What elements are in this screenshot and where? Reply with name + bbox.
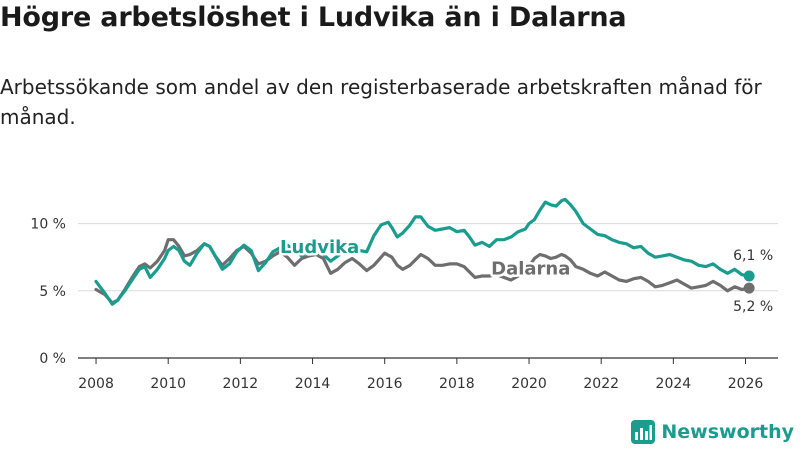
chart-subtitle: Arbetssökande som andel av den registerb… <box>0 75 762 129</box>
x-tick-label: 2024 <box>656 376 692 392</box>
series-line-dalarna <box>94 238 751 305</box>
x-tick-label: 2014 <box>295 376 331 392</box>
x-tick-label: 2018 <box>439 376 475 392</box>
newsworthy-bar-icon <box>631 420 656 444</box>
x-tick-label: 2022 <box>583 376 619 392</box>
end-label-dalarna: 5,2 % <box>733 299 773 315</box>
x-tick-label: 2016 <box>367 376 403 392</box>
y-tick-label: 0 % <box>39 351 66 367</box>
end-point-dalarna <box>743 282 755 294</box>
x-tick-label: 2008 <box>78 376 114 392</box>
y-tick-label: 10 % <box>30 217 66 233</box>
series-line-ludvika <box>94 197 751 306</box>
series-label-dalarna: Dalarna <box>491 259 570 280</box>
end-point-ludvika <box>743 270 755 282</box>
brand-name: Newsworthy <box>661 421 794 443</box>
y-tick-label: 5 % <box>39 284 66 300</box>
x-tick-label: 2012 <box>223 376 259 392</box>
x-tick-label: 2010 <box>150 376 186 392</box>
series-label-ludvika: Ludvika <box>280 237 359 258</box>
chart-title: Högre arbetslöshet i Ludvika än i Dalarn… <box>0 2 627 33</box>
end-label-ludvika: 6,1 % <box>733 248 773 264</box>
x-tick-label: 2026 <box>728 376 764 392</box>
x-tick-label: 2020 <box>511 376 547 392</box>
newsworthy-logo: Newsworthy <box>631 420 794 444</box>
